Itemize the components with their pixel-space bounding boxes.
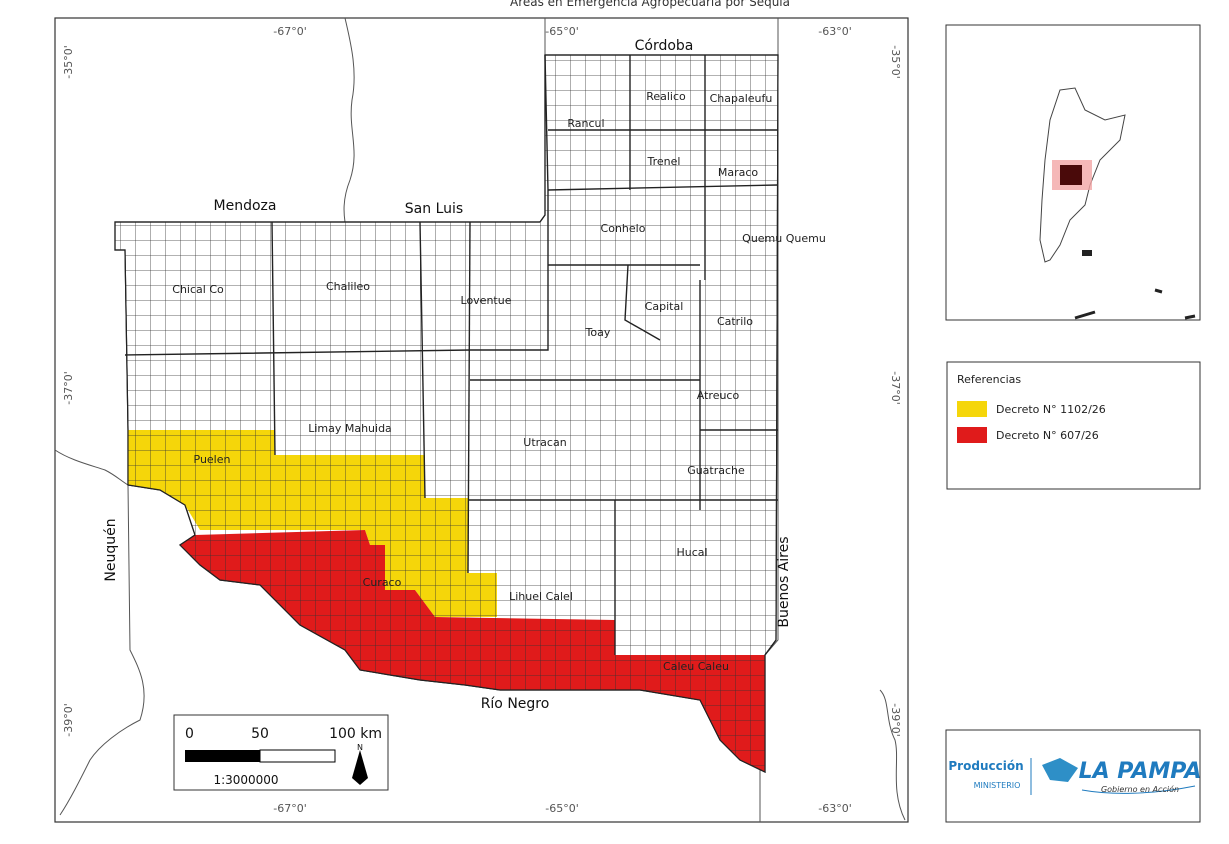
department-label: Catrilo [717,315,753,328]
coord-label: -37°0' [889,371,902,405]
department-label: Caleu Caleu [663,660,729,673]
coord-label: -37°0' [62,371,75,405]
department-label: Toay [585,326,611,339]
coord-label: -39°0' [62,703,75,737]
department-label: Chical Co [172,283,224,296]
department-label: Quemu Quemu [742,232,826,245]
department-label: Utracan [523,436,566,449]
province-label: Buenos Aires [776,536,792,627]
scale-bar [173,714,389,791]
department-label: Rancul [567,117,604,130]
department-label: Chapaleufu [710,92,773,105]
legend-title: Referencias [957,373,1021,386]
coord-label: -67°0' [273,25,307,38]
department-label: Realico [646,90,686,103]
province-label: Mendoza [214,198,277,214]
section-grid [114,54,779,773]
coord-label: -63°0' [818,802,852,815]
logo-ministry: Producción [948,759,1023,773]
legend-label: Decreto N° 607/26 [996,429,1099,442]
province-label: San Luis [405,201,463,217]
department-label: Hucal [676,546,707,559]
logo-box [945,729,1201,823]
department-label: Capital [645,300,684,313]
north-label: N [357,743,363,752]
map-title: Áreas en Emergencia Agropecuaria por Seq… [510,0,790,9]
department-label: Curaco [363,576,402,589]
legend-swatch [957,401,987,417]
logo-slogan: Gobierno en Acción [1101,784,1179,794]
department-label: Trenel [647,155,681,168]
scale-label: 100 km [329,726,382,742]
legend [946,361,1201,490]
department-boundaries [124,54,779,655]
department-label: Loventue [461,294,512,307]
province-label: Córdoba [635,38,694,54]
coord-label: -39°0' [889,703,902,737]
department-label: Maraco [718,166,759,179]
department-label: Guatrache [687,464,745,477]
coord-label: -35°0' [62,45,75,79]
province-label: Neuquén [103,518,119,581]
scale-label: 0 [185,726,194,742]
province-label: Río Negro [481,696,550,712]
department-label: Atreuco [697,389,740,402]
legend-swatch [957,427,987,443]
coord-label: -65°0' [545,25,579,38]
department-label: Chalileo [326,280,370,293]
legend-label: Decreto N° 1102/26 [996,403,1106,416]
scale-label: 50 [251,726,269,742]
locator-inset [945,24,1201,321]
scale-ratio: 1:3000000 [213,773,278,787]
coord-label: -35°0' [889,45,902,79]
coord-label: -67°0' [273,802,307,815]
coord-label: -65°0' [545,802,579,815]
logo-ministry-sub: MINISTERIO [974,781,1021,790]
logo-province: LA PAMPA [1079,759,1202,784]
department-label: Lihuel Calel [509,590,573,603]
department-label: Conhelo [601,222,646,235]
coord-label: -63°0' [818,25,852,38]
department-label: Limay Mahuida [308,422,392,435]
department-label: Puelen [194,453,231,466]
